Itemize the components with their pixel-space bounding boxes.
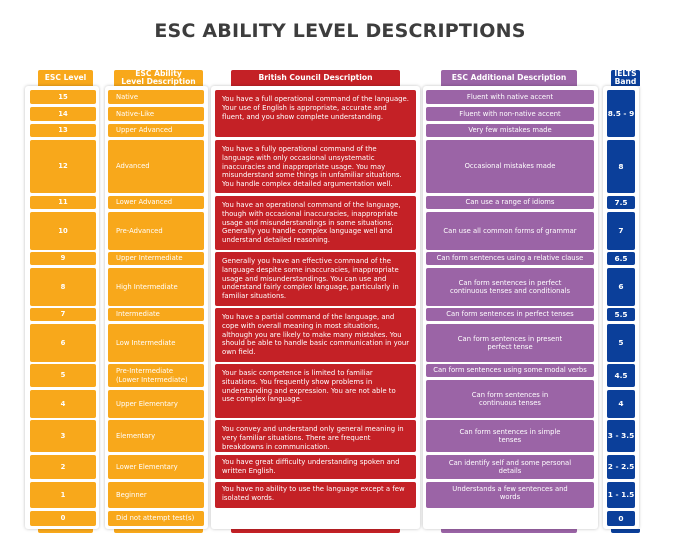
british-council-cell: Generally you have an effective command … <box>215 252 416 306</box>
esc-ability-cell: Pre-Advanced <box>108 212 204 250</box>
esc-ability-cell: Upper Intermediate <box>108 252 204 265</box>
ielts-band-cell: 7.5 <box>607 196 635 209</box>
esc-additional-cell: Can form sentences in perfect tenses <box>426 308 594 321</box>
esc-level-cell: 4 <box>30 390 96 418</box>
esc-ability-cell: Elementary <box>108 420 204 452</box>
ielts-band-cell: 4 <box>607 390 635 418</box>
british-council-cell: Your basic competence is limited to fami… <box>215 364 416 418</box>
british-council-cell: You have great difficulty understanding … <box>215 455 416 479</box>
esc-additional-cell: Can form sentences using some modal verb… <box>426 364 594 377</box>
panel-tab-british-council <box>231 529 400 533</box>
esc-ability-cell: Low Intermediate <box>108 324 204 362</box>
esc-ability-cell: Lower Advanced <box>108 196 204 209</box>
header-esc-additional: ESC Additional Description <box>441 70 577 86</box>
esc-level-cell: 14 <box>30 107 96 121</box>
esc-level-cell: 9 <box>30 252 96 265</box>
esc-level-cell: 1 <box>30 482 96 508</box>
esc-ability-cell: Did not attempt test(s) <box>108 511 204 526</box>
header-esc-level-label: ESC Level <box>44 73 87 83</box>
esc-additional-cell: Can use all common forms of grammar <box>426 212 594 250</box>
header-esc-ability-line2: Level Description <box>121 77 196 86</box>
header-ielts-line1: IELTS <box>614 69 637 79</box>
ielts-band-cell: 2 - 2.5 <box>607 455 635 479</box>
esc-additional-cell: Can form sentences using a relative clau… <box>426 252 594 265</box>
esc-level-cell: 8 <box>30 268 96 306</box>
panel-tab-ielts <box>611 529 640 533</box>
header-esc-ability-line1: ESC Ability <box>135 69 182 79</box>
ielts-band-cell: 4.5 <box>607 364 635 387</box>
page-title: ESC ABILITY LEVEL DESCRIPTIONS <box>154 20 526 42</box>
esc-ability-cell: Native <box>108 90 204 104</box>
header-ielts: IELTS Band <box>611 70 640 86</box>
british-council-cell: You have an operational command of the l… <box>215 196 416 250</box>
header-esc-level: ESC Level <box>38 70 93 86</box>
british-council-cell: You have no ability to use the language … <box>215 482 416 508</box>
esc-level-cell: 12 <box>30 140 96 193</box>
esc-additional-cell: Occasional mistakes made <box>426 140 594 193</box>
esc-additional-cell: Can use a range of idioms <box>426 196 594 209</box>
esc-ability-cell: Beginner <box>108 482 204 508</box>
header-british-council-label: British Council Description <box>258 73 373 83</box>
esc-level-cell: 0 <box>30 511 96 526</box>
british-council-cell: You have a fully operational command of … <box>215 140 416 193</box>
esc-ability-cell: Upper Elementary <box>108 390 204 418</box>
ielts-band-cell: 8.5 - 9 <box>607 90 635 137</box>
esc-additional-cell: Understands a few sentences and words <box>426 482 594 508</box>
esc-level-cell: 15 <box>30 90 96 104</box>
ielts-band-cell: 6.5 <box>607 252 635 265</box>
esc-additional-cell: Very few mistakes made <box>426 124 594 137</box>
esc-additional-cell: Fluent with non-native accent <box>426 107 594 121</box>
esc-ability-cell: Upper Advanced <box>108 124 204 137</box>
panel-tab-esc-additional <box>441 529 577 533</box>
panel-tab-esc-ability <box>114 529 203 533</box>
esc-level-cell: 3 <box>30 420 96 452</box>
ielts-band-cell: 7 <box>607 212 635 250</box>
ielts-band-cell: 3 - 3.5 <box>607 420 635 452</box>
esc-ability-cell: Lower Elementary <box>108 455 204 479</box>
esc-level-cell: 5 <box>30 364 96 387</box>
british-council-cell: You have a partial command of the langua… <box>215 308 416 362</box>
header-ielts-line2: Band <box>614 77 637 86</box>
ielts-band-cell: 8 <box>607 140 635 193</box>
esc-additional-cell: Can form sentences in continuous tenses <box>426 380 594 418</box>
panel-tab-esc-level <box>38 529 93 533</box>
ielts-band-cell: 6 <box>607 268 635 306</box>
esc-level-cell: 7 <box>30 308 96 321</box>
header-esc-additional-label: ESC Additional Description <box>451 73 567 83</box>
ielts-band-cell: 5.5 <box>607 308 635 321</box>
ielts-band-cell: 1 - 1.5 <box>607 482 635 508</box>
esc-ability-cell: High Intermediate <box>108 268 204 306</box>
ielts-band-cell: 0 <box>607 511 635 526</box>
header-british-council: British Council Description <box>231 70 400 86</box>
esc-ability-cell: Pre-Intermediate (Lower Intermediate) <box>108 364 204 387</box>
ielts-band-cell: 5 <box>607 324 635 362</box>
british-council-cell: You convey and understand only general m… <box>215 420 416 452</box>
esc-level-cell: 10 <box>30 212 96 250</box>
esc-additional-cell: Fluent with native accent <box>426 90 594 104</box>
esc-additional-cell: Can form sentences in simple tenses <box>426 420 594 452</box>
esc-level-cell: 11 <box>30 196 96 209</box>
esc-ability-cell: Intermediate <box>108 308 204 321</box>
esc-additional-cell: Can identify self and some personal deta… <box>426 455 594 479</box>
esc-ability-cell: Advanced <box>108 140 204 193</box>
british-council-cell: You have a full operational command of t… <box>215 90 416 137</box>
esc-additional-cell: Can form sentences in present perfect te… <box>426 324 594 362</box>
esc-additional-cell: Can form sentences in perfect continuous… <box>426 268 594 306</box>
esc-ability-cell: Native-Like <box>108 107 204 121</box>
esc-level-cell: 13 <box>30 124 96 137</box>
esc-level-cell: 6 <box>30 324 96 362</box>
esc-level-cell: 2 <box>30 455 96 479</box>
header-esc-ability: ESC Ability Level Description <box>114 70 203 86</box>
